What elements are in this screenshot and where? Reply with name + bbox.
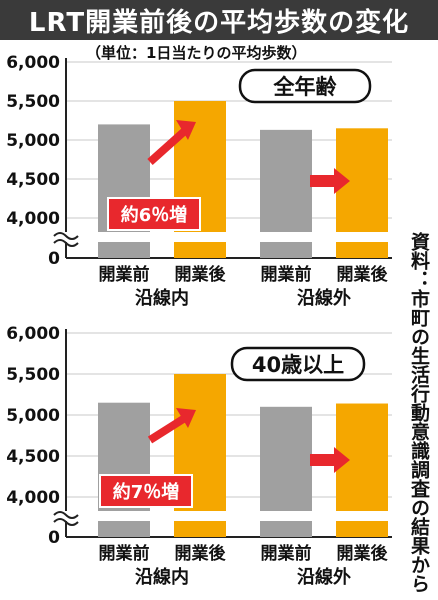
y-tick-label: 4,500	[6, 447, 60, 467]
increase-callout	[107, 197, 201, 231]
y-tick-label: 4,000	[6, 488, 60, 508]
bar	[174, 374, 226, 537]
y-tick-label: 6,000	[6, 53, 60, 73]
axis-break-mark	[53, 232, 79, 240]
increase-arrow	[147, 125, 191, 165]
x-tick-label: 開業前	[261, 543, 312, 564]
axis-break-gap	[52, 511, 392, 521]
x-tick-label: 開業後	[337, 543, 389, 564]
increase-arrow	[147, 412, 191, 444]
source-note: 資料：市町の生活行動意識調査の結果から	[408, 232, 430, 593]
axis-break-mark	[53, 518, 79, 526]
increase-callout	[99, 474, 193, 508]
y-tick-label: 6,000	[6, 324, 60, 344]
panel-title: 40歳以上	[252, 353, 344, 377]
flat-arrow	[310, 454, 336, 466]
y-tick-label: 5,000	[6, 406, 60, 426]
chart-title: LRT開業前後の平均歩数の変化	[0, 0, 438, 40]
y-tick-label: 5,500	[6, 365, 60, 385]
axis-break-gap	[52, 232, 392, 242]
increase-arrow-head	[176, 120, 196, 140]
x-tick-label: 開業後	[175, 264, 227, 285]
panel-title: 全年齢	[273, 75, 338, 99]
group-label: 沿線内	[135, 566, 189, 588]
flat-arrow-head	[334, 168, 350, 194]
increase-callout-label: 約7％増	[113, 481, 180, 503]
unit-note: （単位：1日当たりの平均歩数）	[86, 44, 307, 62]
x-tick-label: 開業前	[99, 264, 150, 285]
flat-arrow-head	[334, 447, 350, 473]
group-label: 沿線外	[297, 287, 351, 309]
x-tick-label: 開業前	[99, 543, 150, 564]
axis-break-mark	[53, 239, 79, 247]
increase-callout-label: 約6％増	[121, 204, 188, 226]
y-tick-label: 4,500	[6, 170, 60, 190]
y-tick-label: 5,000	[6, 131, 60, 151]
x-tick-label: 開業後	[337, 264, 389, 285]
y-tick-label: 4,000	[6, 209, 60, 229]
axis-break-mark	[53, 511, 79, 519]
x-tick-label: 開業前	[261, 264, 312, 285]
y-tick-label: 0	[48, 528, 60, 548]
flat-arrow	[310, 175, 336, 187]
y-tick-label: 5,500	[6, 92, 60, 112]
x-tick-label: 開業後	[175, 543, 227, 564]
group-label: 沿線外	[297, 566, 351, 588]
panel-title-box	[238, 68, 372, 104]
group-label: 沿線内	[135, 287, 189, 309]
y-tick-label: 0	[48, 249, 60, 269]
panel-title-box	[230, 346, 366, 382]
increase-arrow-head	[176, 408, 196, 428]
